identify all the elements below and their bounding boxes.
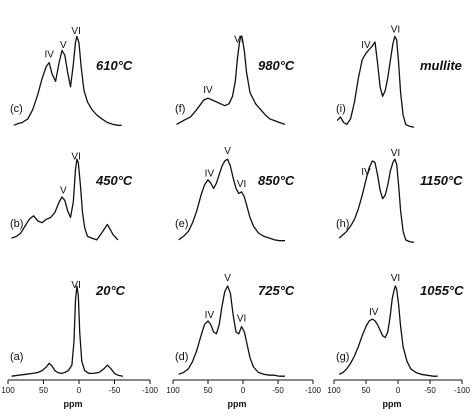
peak-label: V [224,273,231,284]
peak-label: IV [361,167,371,178]
x-tick-label: 0 [396,386,401,395]
x-axis-title: ppm [228,399,247,409]
panel-id-label: (d) [175,351,188,363]
spectrum-trace [176,35,286,126]
temperature-label: 980°C [258,58,295,73]
x-tick-label: -100 [142,386,159,395]
peak-label: IV [203,85,213,96]
panel-id-label: (i) [336,103,346,115]
peak-label: V [224,146,231,157]
panel-id-label: (g) [336,351,349,363]
x-tick-label: 50 [204,386,213,395]
peak-label: IV [44,50,54,61]
x-tick-label: 100 [327,386,341,395]
x-tick-label: 100 [1,386,15,395]
peak-label: VI [391,25,400,36]
panel-id-label: (h) [336,218,349,230]
peak-label: V [60,40,67,51]
spectrum-trace [336,35,415,128]
x-tick-label: -50 [109,386,121,395]
x-tick-label: -100 [454,386,471,395]
peak-label: VI [237,179,246,190]
x-tick-label: -100 [305,386,322,395]
x-tick-label: 0 [241,386,246,395]
peak-label: V [60,186,67,197]
peak-label: IV [361,40,371,51]
x-axis-title: ppm [64,399,83,409]
temperature-label: 1055°C [420,283,464,298]
panel-id-label: (c) [10,103,23,115]
spectrum-trace [338,158,415,244]
peak-label: IV [205,310,215,321]
peak-label: VI [71,280,80,291]
x-axis-title: ppm [383,399,402,409]
spectrum-trace [11,158,119,241]
temperature-label: 1150°C [420,173,463,188]
temperature-label: 450°C [95,173,133,188]
x-tick-label: 100 [166,386,180,395]
spectrum-trace [13,35,122,126]
temperature-label: mullite [420,58,462,73]
temperature-label: 20°C [95,283,126,298]
panel-id-label: (a) [10,351,23,363]
x-tick-label: 0 [77,386,82,395]
x-tick-label: -50 [424,386,436,395]
spectrum-trace [11,285,124,377]
panel-id-label: (f) [175,103,185,115]
spectrum-trace [338,285,438,377]
panel-id-label: (b) [10,218,23,230]
x-tick-label: -50 [272,386,284,395]
spectrum-trace [178,285,285,377]
peak-label: VI [391,148,400,159]
peak-label: VI [234,35,243,46]
x-tick-label: 50 [362,386,371,395]
panel-id-label: (e) [175,218,188,230]
temperature-label: 725°C [258,283,295,298]
peak-label: IV [369,307,379,318]
spectrum-trace [178,158,285,242]
peak-label: IV [205,169,215,180]
temperature-label: 850°C [258,173,295,188]
temperature-label: 610°C [96,58,133,73]
peak-label: VI [237,313,246,324]
peak-label: VI [71,26,80,37]
x-tick-label: 50 [39,386,48,395]
peak-label: VI [391,273,400,284]
peak-label: VI [71,151,80,162]
